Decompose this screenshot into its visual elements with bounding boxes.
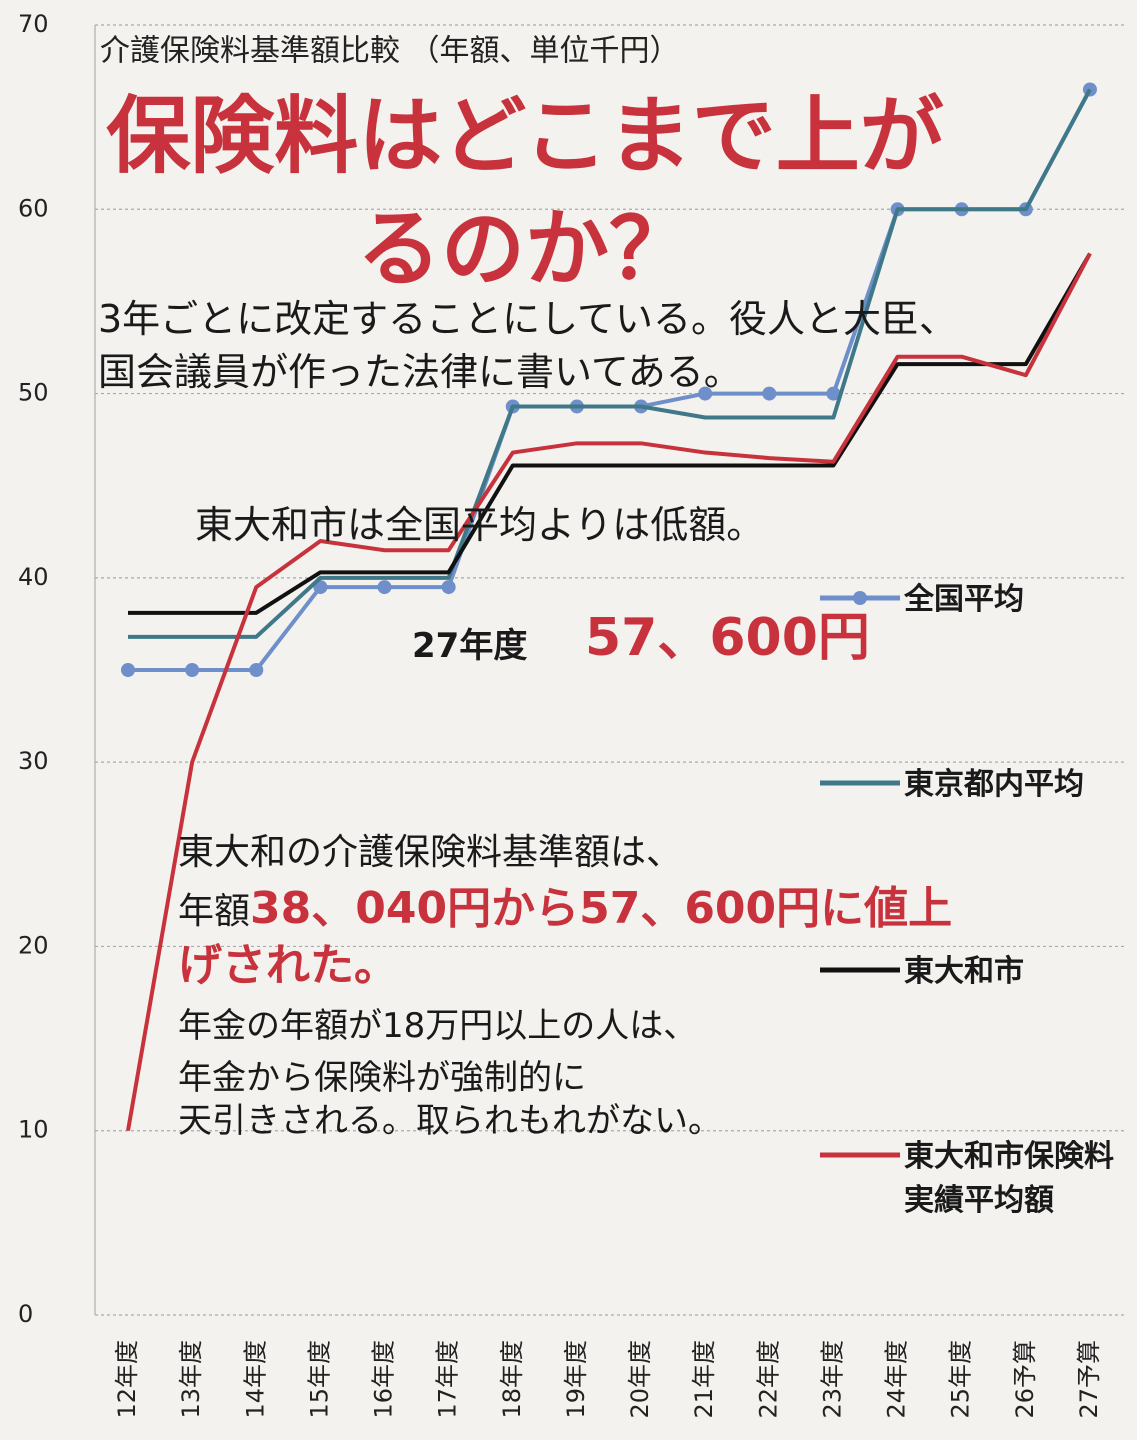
x-tick-label: 25年度 bbox=[947, 1340, 975, 1419]
legend-label: 東大和市 bbox=[904, 954, 1024, 989]
legend-label: 東京都内平均 bbox=[904, 767, 1084, 802]
annotation: 3年ごとに改定することにしている。役人と大臣、国会議員が作った法律に書いてある。 bbox=[98, 297, 958, 395]
point-marker bbox=[121, 663, 135, 677]
annotation-group: 年額38、040円から57、600円に値上げされた。 bbox=[178, 880, 958, 994]
chart-title: 介護保険料基準額比較 （年額、単位千円） bbox=[100, 34, 680, 69]
annotation: 東大和の介護保険料基準額は、 bbox=[178, 832, 683, 873]
series-line bbox=[128, 252, 1092, 615]
annotation: 38、040円から57、600円に値上げされた。 bbox=[178, 883, 953, 992]
y-tick-label: 30 bbox=[18, 747, 49, 775]
y-tick-label: 20 bbox=[18, 931, 49, 959]
x-tick-label: 13年度 bbox=[177, 1340, 205, 1419]
annotation: 天引きされる。取られもれがない。 bbox=[178, 1101, 722, 1141]
annotation: 27年度 bbox=[412, 626, 528, 666]
x-tick-label: 27予算 bbox=[1075, 1340, 1103, 1419]
point-marker bbox=[826, 386, 841, 401]
annotation: 保険料はどこまで上がるのか？ bbox=[106, 87, 944, 299]
point-marker bbox=[698, 386, 713, 401]
y-tick-label: 70 bbox=[18, 10, 49, 38]
legend-label: 全国平均 bbox=[904, 582, 1024, 617]
y-tick-label: 50 bbox=[18, 379, 49, 407]
annotation: 年金から保険料が強制的に bbox=[178, 1058, 586, 1098]
x-tick-label: 19年度 bbox=[562, 1340, 590, 1419]
x-tick-label: 12年度 bbox=[113, 1340, 141, 1419]
y-tick-label: 60 bbox=[18, 194, 49, 222]
x-tick-label: 21年度 bbox=[690, 1340, 718, 1419]
x-tick-label: 16年度 bbox=[370, 1340, 398, 1419]
x-tick-label: 20年度 bbox=[626, 1340, 654, 1419]
y-tick-label: 40 bbox=[18, 563, 49, 591]
point-marker bbox=[377, 580, 392, 595]
annotation: 東大和市は全国平均よりは低額。 bbox=[195, 503, 765, 547]
series-line bbox=[128, 88, 1092, 639]
annotation: 57、600円 bbox=[585, 608, 870, 668]
point-marker bbox=[762, 386, 777, 401]
y-tick-label: 10 bbox=[18, 1116, 49, 1144]
annotation: 年金の年額が18万円以上の人は、 bbox=[178, 1006, 698, 1046]
x-tick-label: 17年度 bbox=[434, 1340, 462, 1419]
x-tick-label: 15年度 bbox=[305, 1340, 333, 1419]
annotation: 年額 bbox=[178, 891, 251, 932]
x-tick-label: 24年度 bbox=[883, 1340, 911, 1419]
legend-marker bbox=[853, 591, 867, 605]
series-line bbox=[126, 252, 1092, 1132]
point-marker bbox=[249, 663, 264, 677]
x-tick-label: 23年度 bbox=[818, 1340, 846, 1419]
point-marker bbox=[441, 580, 456, 595]
legend-label: 東大和市保険料実績平均額 bbox=[904, 1139, 1114, 1218]
y-tick-label: 0 bbox=[18, 1300, 33, 1328]
x-tick-label: 22年度 bbox=[754, 1340, 782, 1419]
x-tick-label: 26予算 bbox=[1011, 1340, 1039, 1419]
x-tick-label: 18年度 bbox=[498, 1340, 526, 1419]
x-tick-label: 14年度 bbox=[241, 1340, 269, 1419]
point-marker bbox=[185, 663, 200, 677]
